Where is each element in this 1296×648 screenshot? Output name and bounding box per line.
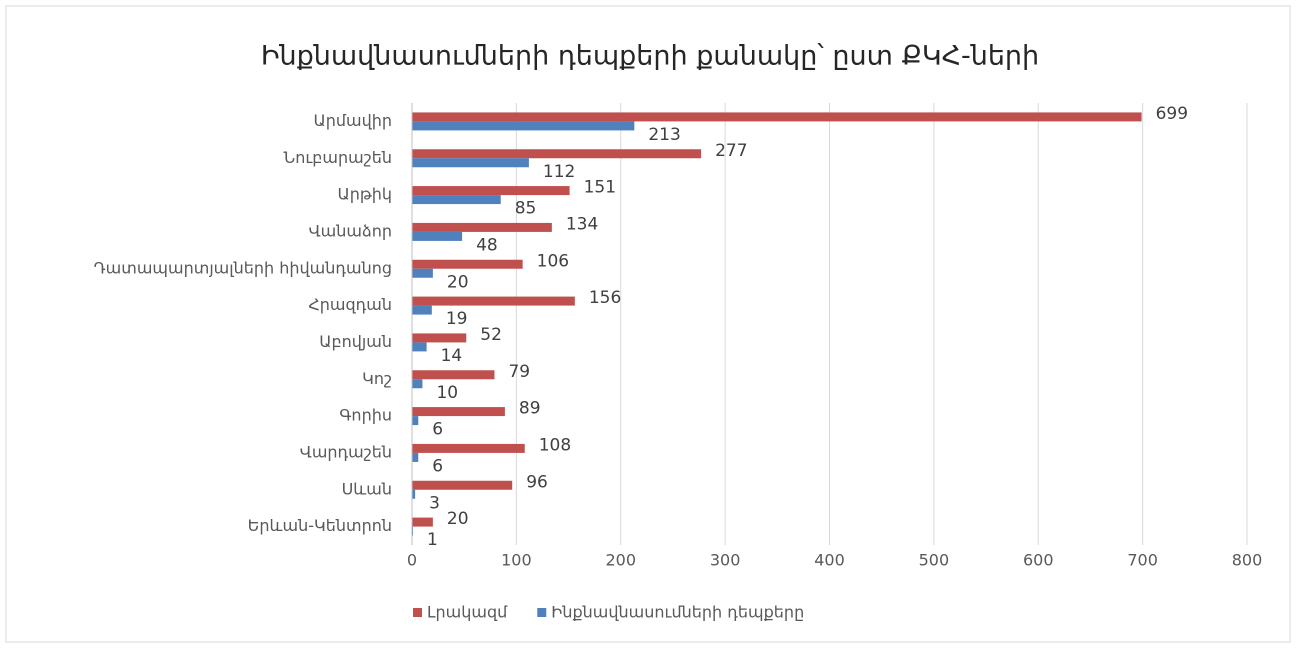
- bar: [412, 112, 1142, 122]
- value-label: 6: [432, 456, 443, 476]
- value-label: 79: [508, 362, 530, 382]
- bar: [412, 121, 635, 131]
- x-tick-label: 600: [1023, 551, 1054, 570]
- bar: [412, 526, 414, 536]
- value-label: 19: [446, 309, 468, 329]
- y-tick-label: Սևան: [342, 479, 392, 498]
- y-tick-label: Գորիս: [339, 406, 392, 425]
- bar: [412, 149, 702, 159]
- bar: [412, 517, 433, 527]
- bar: [412, 305, 432, 315]
- value-label: 277: [715, 141, 747, 161]
- bar: [412, 333, 467, 343]
- value-label: 156: [589, 288, 621, 308]
- value-label: 6: [432, 420, 443, 440]
- value-label: 96: [526, 472, 548, 492]
- value-label: 699: [1156, 104, 1188, 124]
- chart-border: [5, 5, 1291, 643]
- y-tick-label: Արթիկ: [338, 185, 393, 204]
- value-label: 89: [519, 399, 541, 419]
- value-label: 52: [480, 325, 502, 345]
- value-label: 10: [436, 383, 458, 403]
- value-label: 106: [537, 251, 569, 271]
- y-tick-label: Աբովյան: [319, 332, 392, 351]
- bar: [412, 443, 525, 453]
- bar: [412, 259, 523, 269]
- x-tick-label: 100: [501, 551, 532, 570]
- y-tick-label: Երևան-Կենտրոն: [248, 516, 392, 535]
- value-label: 48: [476, 235, 498, 255]
- chart-title: Ինքնավնասումների դեպքերի քանակը՝ ըստ ՔԿՀ…: [261, 41, 1039, 72]
- bar: [412, 416, 419, 426]
- x-tick-label: 0: [407, 551, 417, 570]
- bar: [412, 342, 427, 352]
- value-label: 108: [539, 435, 571, 455]
- x-tick-label: 700: [1127, 551, 1158, 570]
- y-tick-label: Նուբարաշեն: [284, 148, 392, 167]
- bar: [412, 186, 570, 196]
- bar: [412, 379, 423, 389]
- value-label: 14: [441, 346, 463, 366]
- x-tick-label: 400: [814, 551, 845, 570]
- y-tick-label: Արմավիր: [313, 111, 392, 130]
- legend-swatch: [537, 608, 547, 617]
- value-label: 134: [566, 214, 598, 234]
- value-label: 85: [515, 199, 537, 219]
- y-tick-label: Կոշ: [362, 369, 392, 388]
- x-tick-label: 200: [605, 551, 636, 570]
- x-tick-label: 300: [710, 551, 741, 570]
- x-tick-label: 800: [1232, 551, 1263, 570]
- legend-label: Ինքնավնասումների դեպքերը: [551, 603, 804, 622]
- value-label: 20: [447, 272, 469, 292]
- value-label: 1: [427, 530, 438, 550]
- y-tick-label: Վանաձոր: [309, 221, 392, 240]
- y-tick-label: Հրազդան: [308, 295, 392, 314]
- y-tick-label: Դատապարտյալների հիվանդանոց: [94, 258, 392, 277]
- y-tick-label: Վարդաշեն: [300, 442, 392, 461]
- value-label: 112: [543, 162, 575, 182]
- bar: [412, 296, 575, 306]
- legend-label: Լրակազմ: [427, 603, 508, 622]
- bar: [412, 489, 416, 499]
- bar: [412, 407, 505, 417]
- bar: [412, 480, 513, 490]
- bar: [412, 370, 495, 380]
- bar: [412, 452, 419, 462]
- value-label: 151: [584, 178, 616, 198]
- value-label: 213: [648, 125, 680, 145]
- legend-swatch: [413, 608, 422, 617]
- bar: [412, 222, 552, 232]
- x-tick-label: 500: [919, 551, 950, 570]
- bar: [412, 195, 501, 205]
- bar: [412, 231, 463, 241]
- value-label: 20: [447, 509, 469, 529]
- bar: [412, 158, 529, 168]
- bar: [412, 268, 433, 278]
- value-label: 3: [429, 493, 440, 513]
